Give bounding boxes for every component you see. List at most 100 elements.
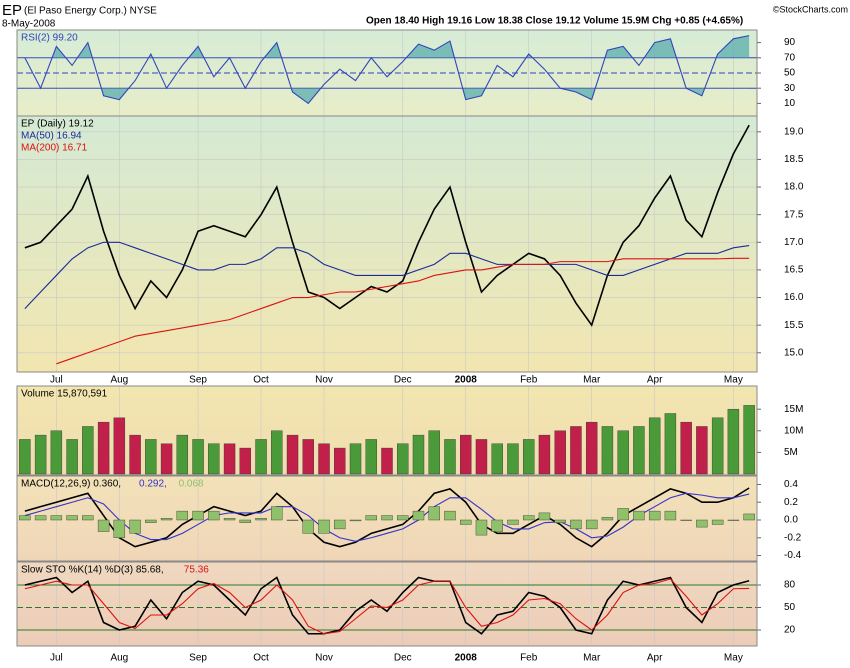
bar	[160, 443, 173, 475]
panel-background	[17, 562, 757, 646]
bar	[50, 515, 63, 521]
bar	[82, 426, 94, 475]
bar	[192, 439, 204, 475]
bar	[428, 506, 440, 521]
legend-label: 0.068	[179, 479, 204, 490]
y-tick-label: 0.2	[784, 497, 798, 508]
x-tick-label: Mar	[583, 653, 601, 664]
bar	[475, 519, 488, 536]
x-tick-label: Jul	[50, 375, 63, 386]
bar	[66, 515, 78, 521]
legend-label: MA(50) 16.94	[21, 131, 82, 142]
bar	[491, 519, 503, 532]
bar	[601, 426, 614, 475]
bar	[145, 439, 157, 475]
series-line	[24, 578, 750, 635]
bar	[460, 434, 472, 475]
x-tick-label: Dec	[394, 653, 412, 664]
symbol: EP	[2, 2, 22, 19]
panel-frame	[16, 561, 758, 647]
bar	[66, 439, 78, 475]
bar	[743, 513, 755, 521]
bar	[160, 518, 173, 521]
x-tick-label: Sep	[189, 375, 207, 386]
panel-frame	[16, 115, 758, 373]
x-tick-label: May	[724, 375, 743, 386]
series-line	[24, 124, 750, 327]
y-tick-label: 70	[784, 52, 796, 63]
x-tick-label: Jul	[50, 653, 63, 664]
x-tick-label: May	[724, 653, 743, 664]
legend-label: MA(200) 16.71	[21, 143, 88, 154]
y-tick-label: 80	[784, 580, 796, 591]
y-tick-label: 50	[784, 602, 796, 613]
company-name: (El Paso Energy Corp.) NYSE	[24, 6, 157, 17]
legend-label: 75.36	[184, 565, 209, 576]
y-tick-label: 18.0	[784, 182, 804, 193]
quote: Open 18.40 High 19.16 Low 18.38 Close 19…	[366, 16, 743, 27]
bar	[601, 517, 614, 521]
bar	[507, 443, 519, 475]
bar	[82, 515, 94, 521]
bar	[381, 515, 393, 521]
y-tick-label: 30	[784, 83, 796, 94]
bar	[318, 519, 330, 534]
panel-frame	[16, 385, 758, 476]
y-tick-label: 0.0	[784, 515, 798, 526]
y-tick-label: 20	[784, 625, 796, 636]
series-line	[56, 257, 750, 365]
legend-label: EP (Daily) 19.12	[21, 119, 94, 130]
bar	[208, 443, 220, 475]
y-tick-label: 15.0	[784, 347, 804, 358]
bar	[617, 430, 629, 475]
series-line	[24, 241, 750, 309]
legend-label: 0.292,	[139, 479, 167, 490]
bar	[349, 443, 362, 475]
bar	[648, 417, 661, 475]
bar	[97, 519, 110, 532]
bar	[19, 439, 31, 475]
y-tick-label: 17.5	[784, 209, 804, 220]
bar	[711, 519, 724, 525]
x-tick-label: Nov	[315, 375, 333, 386]
bar	[19, 515, 31, 521]
bar	[648, 510, 661, 521]
bar	[334, 519, 346, 530]
bar	[554, 430, 566, 475]
bar	[633, 510, 645, 521]
bar	[129, 434, 141, 475]
bar	[365, 515, 377, 521]
legend-label: Volume 15,870,591	[21, 389, 108, 400]
date: 8-May-2008	[2, 19, 56, 30]
y-tick-label: -0.2	[784, 532, 802, 543]
bar	[727, 519, 740, 521]
bar	[585, 519, 598, 530]
bar	[617, 508, 629, 521]
credit: ©StockCharts.com	[773, 4, 848, 14]
bar	[570, 519, 582, 530]
y-tick-label: 19.0	[784, 126, 804, 137]
bar	[34, 515, 47, 521]
panel-background	[17, 116, 757, 372]
legend-label: RSI(2) 99.20	[21, 33, 78, 44]
bar	[255, 439, 267, 475]
bar	[176, 434, 189, 475]
x-tick-label: 2008	[455, 375, 478, 386]
bar	[286, 519, 299, 521]
y-tick-label: 50	[784, 68, 796, 79]
bar	[538, 434, 551, 475]
bar	[381, 447, 393, 475]
bar	[585, 421, 598, 475]
y-tick-label: 16.5	[784, 265, 804, 276]
panel-frame	[16, 475, 758, 562]
bar	[507, 519, 519, 525]
y-tick-label: -0.4	[784, 550, 802, 561]
bar	[428, 430, 440, 475]
legend-label: MACD(12,26,9) 0.360,	[21, 479, 121, 490]
bar	[664, 413, 677, 475]
y-tick-label: 15.5	[784, 320, 804, 331]
bar	[145, 519, 157, 523]
bar	[554, 519, 566, 523]
y-tick-label: 10	[784, 98, 796, 109]
bar	[129, 519, 141, 534]
